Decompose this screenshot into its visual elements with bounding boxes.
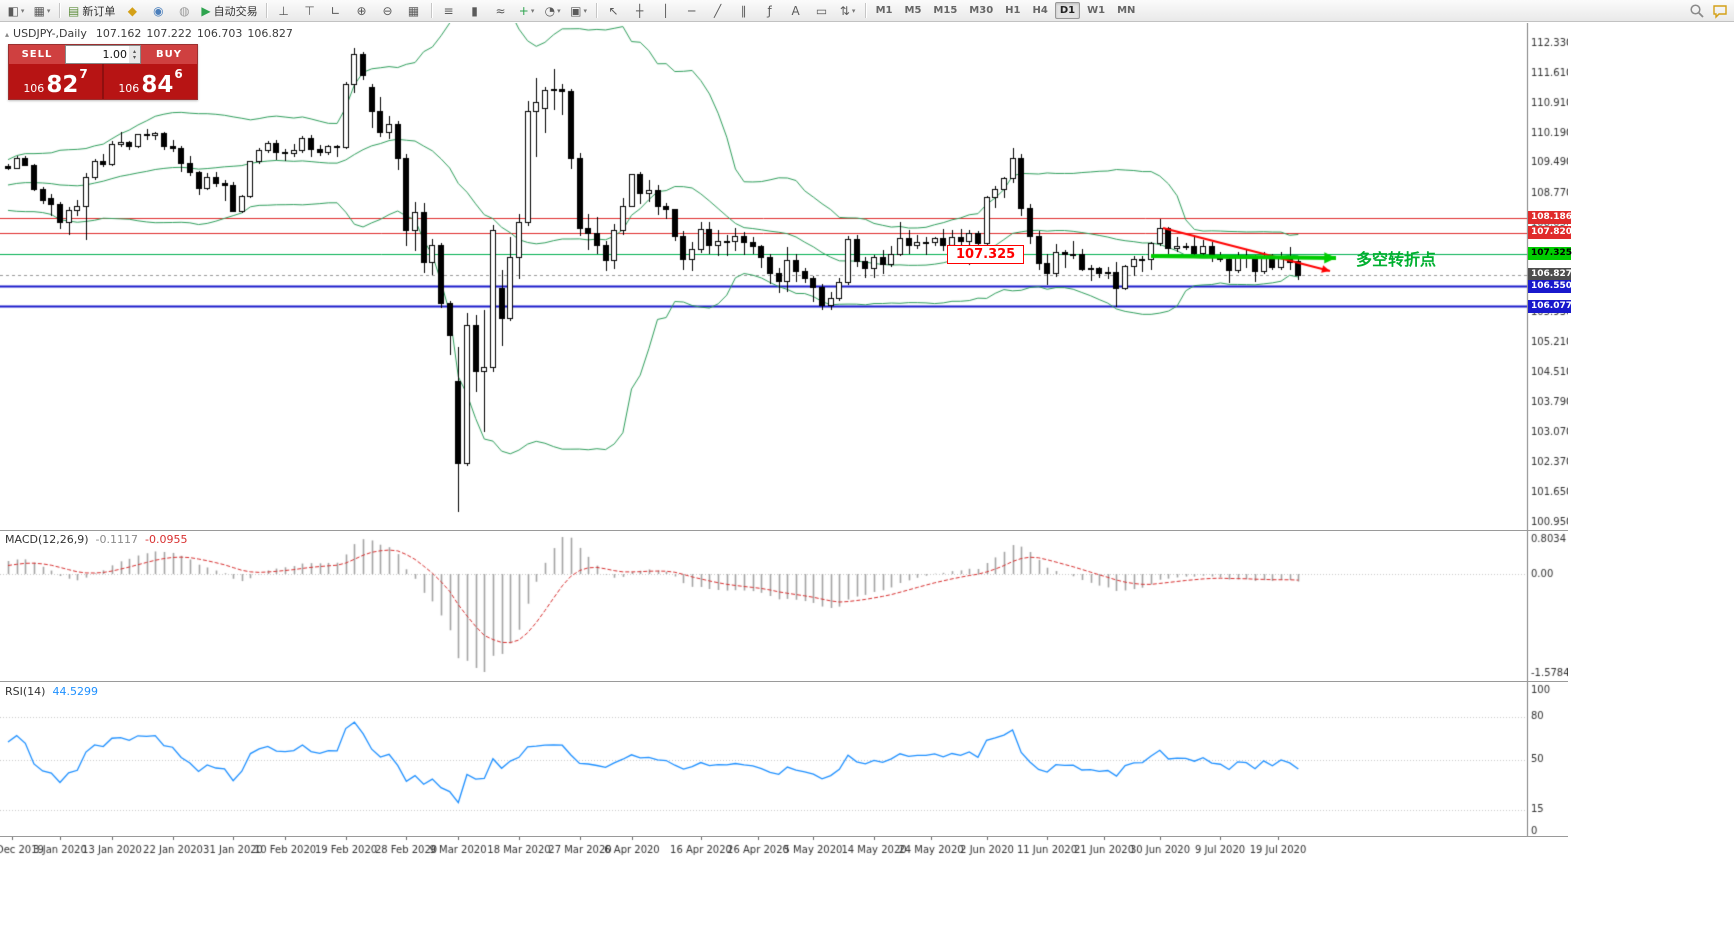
chart-title: ▴ USDJPY-,Daily 107.162 107.222 106.703 106.8… — [5, 27, 298, 40]
rsi-value: 44.5299 — [52, 685, 98, 698]
macd-signal-value: -0.0955 — [145, 533, 188, 546]
chat-icon[interactable] — [1712, 3, 1728, 19]
toolbar-separator — [265, 3, 267, 18]
profiles-icon[interactable]: ▦ ▾ — [33, 3, 51, 18]
toolbar-right-icons — [1689, 3, 1728, 19]
bar-chart-icon[interactable]: ≡ — [443, 3, 454, 18]
timeframe-d1[interactable]: D1 — [1054, 2, 1081, 19]
one-click-trading-panel: SELL 1.00 ▴ ▾ BUY 106 82 7 106 84 6 — [8, 44, 198, 100]
buy-button[interactable]: BUY — [141, 45, 197, 64]
horizontal-line-icon[interactable]: ─ — [687, 3, 696, 18]
timeframe-m15[interactable]: M15 — [933, 5, 958, 16]
price-divider — [102, 64, 104, 99]
zoom-in-icon[interactable]: ⊕ — [356, 3, 367, 18]
macd-indicator-label: MACD(12,26,9) -0.1117 -0.0955 — [5, 533, 187, 546]
stepper-down-icon[interactable]: ▾ — [132, 53, 136, 61]
price-tag-106.077[interactable]: 106.077 — [1528, 299, 1572, 313]
auto-scroll-icon[interactable]: ∟ — [330, 3, 341, 18]
equidistant-channel-icon[interactable]: ∥ — [740, 3, 747, 18]
autotrading-button[interactable]: ▶ 自动交易 — [201, 3, 258, 18]
cursor-tool-icon[interactable]: ↖ — [608, 3, 619, 18]
ohlc-close: 106.827 — [247, 27, 293, 40]
stepper-up-icon[interactable]: ▴ — [132, 47, 136, 55]
toolbar-separator — [595, 3, 597, 18]
sell-price-figure: 106 — [23, 82, 45, 95]
timeframe-h4[interactable]: H4 — [1032, 5, 1048, 16]
buy-price-figure: 106 — [118, 82, 140, 95]
horizontal-scale-icon[interactable]: ⊤ — [304, 3, 315, 18]
rsi-panel-canvas[interactable] — [0, 682, 1568, 836]
timeframe-toolbar: M1 M5 M15 M30 H1 H4 D1 W1 MN — [870, 2, 1142, 19]
vertical-scale-icon[interactable]: ⊥ — [278, 3, 289, 18]
price-tag-107.820[interactable]: 107.820 — [1528, 226, 1572, 240]
macd-panel-canvas[interactable] — [0, 531, 1568, 681]
rsi-indicator-label: RSI(14) 44.5299 — [5, 685, 98, 698]
trendline-icon[interactable]: ╱ — [713, 3, 722, 18]
main-chart-canvas[interactable] — [0, 23, 1568, 530]
toolbar-separator — [430, 3, 432, 18]
macd-main-value: -0.1117 — [95, 533, 139, 546]
collapse-icon[interactable]: ▴ — [5, 30, 10, 39]
vertical-line-icon[interactable]: │ — [661, 3, 670, 18]
label-tool-icon[interactable]: ▭ — [815, 3, 828, 18]
new-order-button[interactable]: ▤ 新订单 — [68, 3, 116, 18]
timeframe-m30[interactable]: M30 — [969, 5, 994, 16]
timeframe-w1[interactable]: W1 — [1087, 5, 1106, 16]
price-tag-106.550[interactable]: 106.550 — [1528, 279, 1572, 293]
sell-price[interactable]: 106 82 7 — [9, 64, 102, 99]
template-icon[interactable]: ▣ ▾ — [570, 3, 587, 18]
buy-price-pips: 84 — [141, 72, 174, 98]
volume-value: 1.00 — [102, 48, 128, 61]
buy-price-fraction: 6 — [174, 67, 183, 81]
sell-price-pips: 82 — [46, 72, 79, 98]
ohlc-low: 106.703 — [196, 27, 243, 40]
rsi-name: RSI(14) — [5, 685, 46, 698]
price-annotation-box[interactable]: 107.325 — [947, 245, 1025, 264]
zoom-out-icon[interactable]: ⊖ — [382, 3, 393, 18]
price-tag-106.827[interactable]: 106.827 — [1528, 268, 1572, 282]
price-tag-108.186[interactable]: 108.186 — [1528, 211, 1572, 225]
price-tag-107.325[interactable]: 107.325 — [1528, 247, 1572, 261]
chart-symbol-label: USDJPY-,Daily — [13, 27, 87, 40]
panel-resize-separator[interactable] — [0, 681, 1568, 682]
arrows-tool-icon[interactable]: ⇅ ▾ — [839, 3, 856, 18]
sell-price-fraction: 7 — [79, 67, 88, 81]
note-annotation-text[interactable]: 多空转折点 — [1356, 250, 1437, 269]
toolbar-separator — [864, 3, 866, 18]
ohlc-high: 107.222 — [146, 27, 192, 40]
top-toolbar: ◧ ▾ ▦ ▾ ▤ 新订单 ◆ ◉ ◍ ▶ 自动交易 ⊥ ⊤ ∟ ⊕ ⊖ ▦ ≡ ▮ ≈ + ▾ ◔ ▾ ▣ ▾ ↖ ┼ │ ─ ╱ ∥ ƒ A ▭… — [0, 0, 1734, 22]
search-icon[interactable] — [1689, 3, 1705, 19]
new-chart-icon[interactable]: ◧ ▾ — [7, 3, 25, 18]
navigator-icon[interactable]: ◉ — [153, 3, 164, 18]
panel-resize-separator[interactable] — [0, 836, 1568, 837]
fibonacci-icon[interactable]: ƒ — [767, 3, 772, 18]
crosshair-tool-icon[interactable]: ┼ — [635, 3, 644, 18]
tile-windows-icon[interactable]: ▦ — [407, 3, 420, 18]
timeframe-m5[interactable]: M5 — [904, 5, 922, 16]
macd-name: MACD(12,26,9) — [5, 533, 89, 546]
buy-price[interactable]: 106 84 6 — [104, 64, 197, 99]
toolbar-separator — [59, 3, 60, 18]
add-indicator-icon[interactable]: + ▾ — [518, 3, 535, 18]
timeframe-h1[interactable]: H1 — [1005, 5, 1021, 16]
volume-input[interactable]: 1.00 ▴ ▾ — [65, 45, 141, 64]
timeframe-mn[interactable]: MN — [1117, 5, 1136, 16]
volume-stepper[interactable]: ▴ ▾ — [129, 46, 140, 63]
period-icon[interactable]: ◔ ▾ — [544, 3, 561, 18]
text-tool-icon[interactable]: A — [791, 3, 800, 18]
timeframe-m1[interactable]: M1 — [875, 5, 893, 16]
candlestick-chart-icon[interactable]: ▮ — [471, 3, 478, 18]
toolbar-button-groups: ◧ ▾ ▦ ▾ ▤ 新订单 ◆ ◉ ◍ ▶ 自动交易 ⊥ ⊤ ∟ ⊕ ⊖ ▦ ≡ ▮ ≈ + ▾ ◔ ▾ ▣ ▾ ↖ ┼ │ ─ ╱ ∥ ƒ A ▭… — [3, 0, 861, 21]
line-chart-icon[interactable]: ≈ — [495, 3, 506, 18]
sell-button[interactable]: SELL — [9, 45, 65, 64]
market-watch-icon[interactable]: ◍ — [179, 3, 190, 18]
date-axis-canvas[interactable] — [0, 837, 1568, 859]
history-center-icon[interactable]: ◆ — [127, 3, 137, 18]
ohlc-open: 107.162 — [95, 27, 142, 40]
panel-resize-separator[interactable] — [0, 530, 1568, 531]
